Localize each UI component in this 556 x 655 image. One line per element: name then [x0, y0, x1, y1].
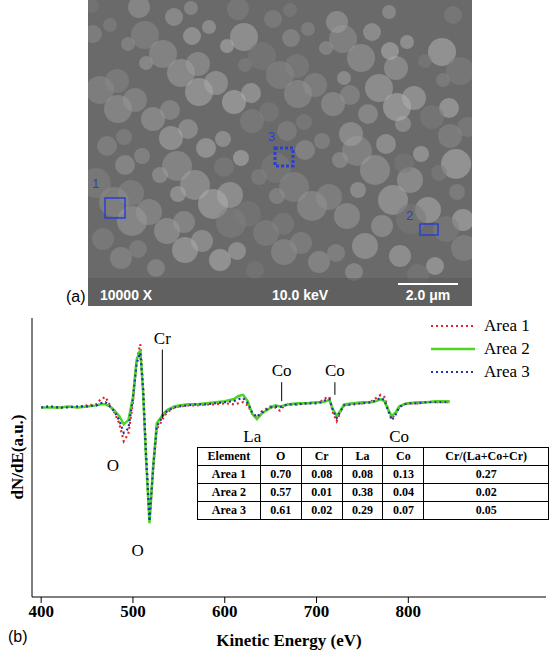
svg-text:Co: Co: [272, 361, 292, 380]
html-text:0.38: 0.38: [352, 485, 373, 499]
svg-text:2: 2: [406, 208, 413, 223]
svg-text:Co: Co: [325, 361, 345, 380]
html-text:0.02: 0.02: [475, 485, 497, 499]
svg-text:3: 3: [268, 129, 275, 144]
svg-text:600: 600: [212, 602, 238, 621]
svg-text:800: 800: [396, 602, 422, 621]
svg-text:10000 X: 10000 X: [100, 287, 153, 303]
svg-text:400: 400: [28, 602, 54, 621]
svg-text:La: La: [243, 427, 261, 446]
svg-text:500: 500: [120, 602, 146, 621]
html-text:Cr/(La+Co+Cr): Cr/(La+Co+Cr): [445, 449, 527, 463]
html-text:Cr: Cr: [314, 449, 329, 463]
html-text:0.08: 0.08: [311, 467, 333, 481]
html-text:0.08: 0.08: [352, 467, 373, 481]
html-text:(b): (b): [8, 628, 28, 645]
svg-text:10.0 keV: 10.0 keV: [272, 287, 329, 303]
svg-text:700: 700: [304, 602, 330, 621]
svg-text:2.0 μm: 2.0 μm: [406, 287, 450, 303]
html-text:0.61: 0.61: [270, 503, 292, 517]
svg-text:O: O: [107, 456, 119, 475]
html-text:Area 3: Area 3: [211, 503, 246, 517]
html-text:Area 2: Area 2: [211, 485, 246, 499]
html-text:Area 3: Area 3: [484, 361, 530, 381]
svg-text:Co: Co: [389, 427, 409, 446]
html-text:O: O: [276, 449, 286, 463]
html-text:0.04: 0.04: [392, 485, 414, 499]
html-text:0.13: 0.13: [392, 467, 414, 481]
html-text:0.57: 0.57: [270, 485, 292, 499]
svg-text:(a): (a): [66, 288, 86, 305]
html-text:Area 1: Area 1: [211, 467, 246, 481]
html-text:La: La: [355, 449, 370, 463]
html-text:0.27: 0.27: [475, 467, 497, 481]
html-text:0.07: 0.07: [392, 503, 414, 517]
svg-text:Kinetic Energy (eV): Kinetic Energy (eV): [216, 631, 361, 650]
html-text:Area 1: Area 1: [484, 315, 530, 335]
html-text:0.01: 0.01: [311, 485, 333, 499]
svg-text:1: 1: [92, 176, 99, 191]
html-text:0.70: 0.70: [270, 467, 292, 481]
svg-text:O: O: [131, 541, 143, 560]
html-text:0.02: 0.02: [311, 503, 333, 517]
html-text:Element: Element: [207, 449, 251, 463]
html-text:Area 2: Area 2: [484, 338, 530, 358]
html-text:0.29: 0.29: [352, 503, 373, 517]
svg-text:Cr: Cr: [154, 329, 171, 348]
html-text:0.05: 0.05: [475, 503, 497, 517]
html-text:Co: Co: [396, 449, 411, 463]
svg-text:dN/dE(a.u.): dN/dE(a.u.): [8, 414, 27, 499]
